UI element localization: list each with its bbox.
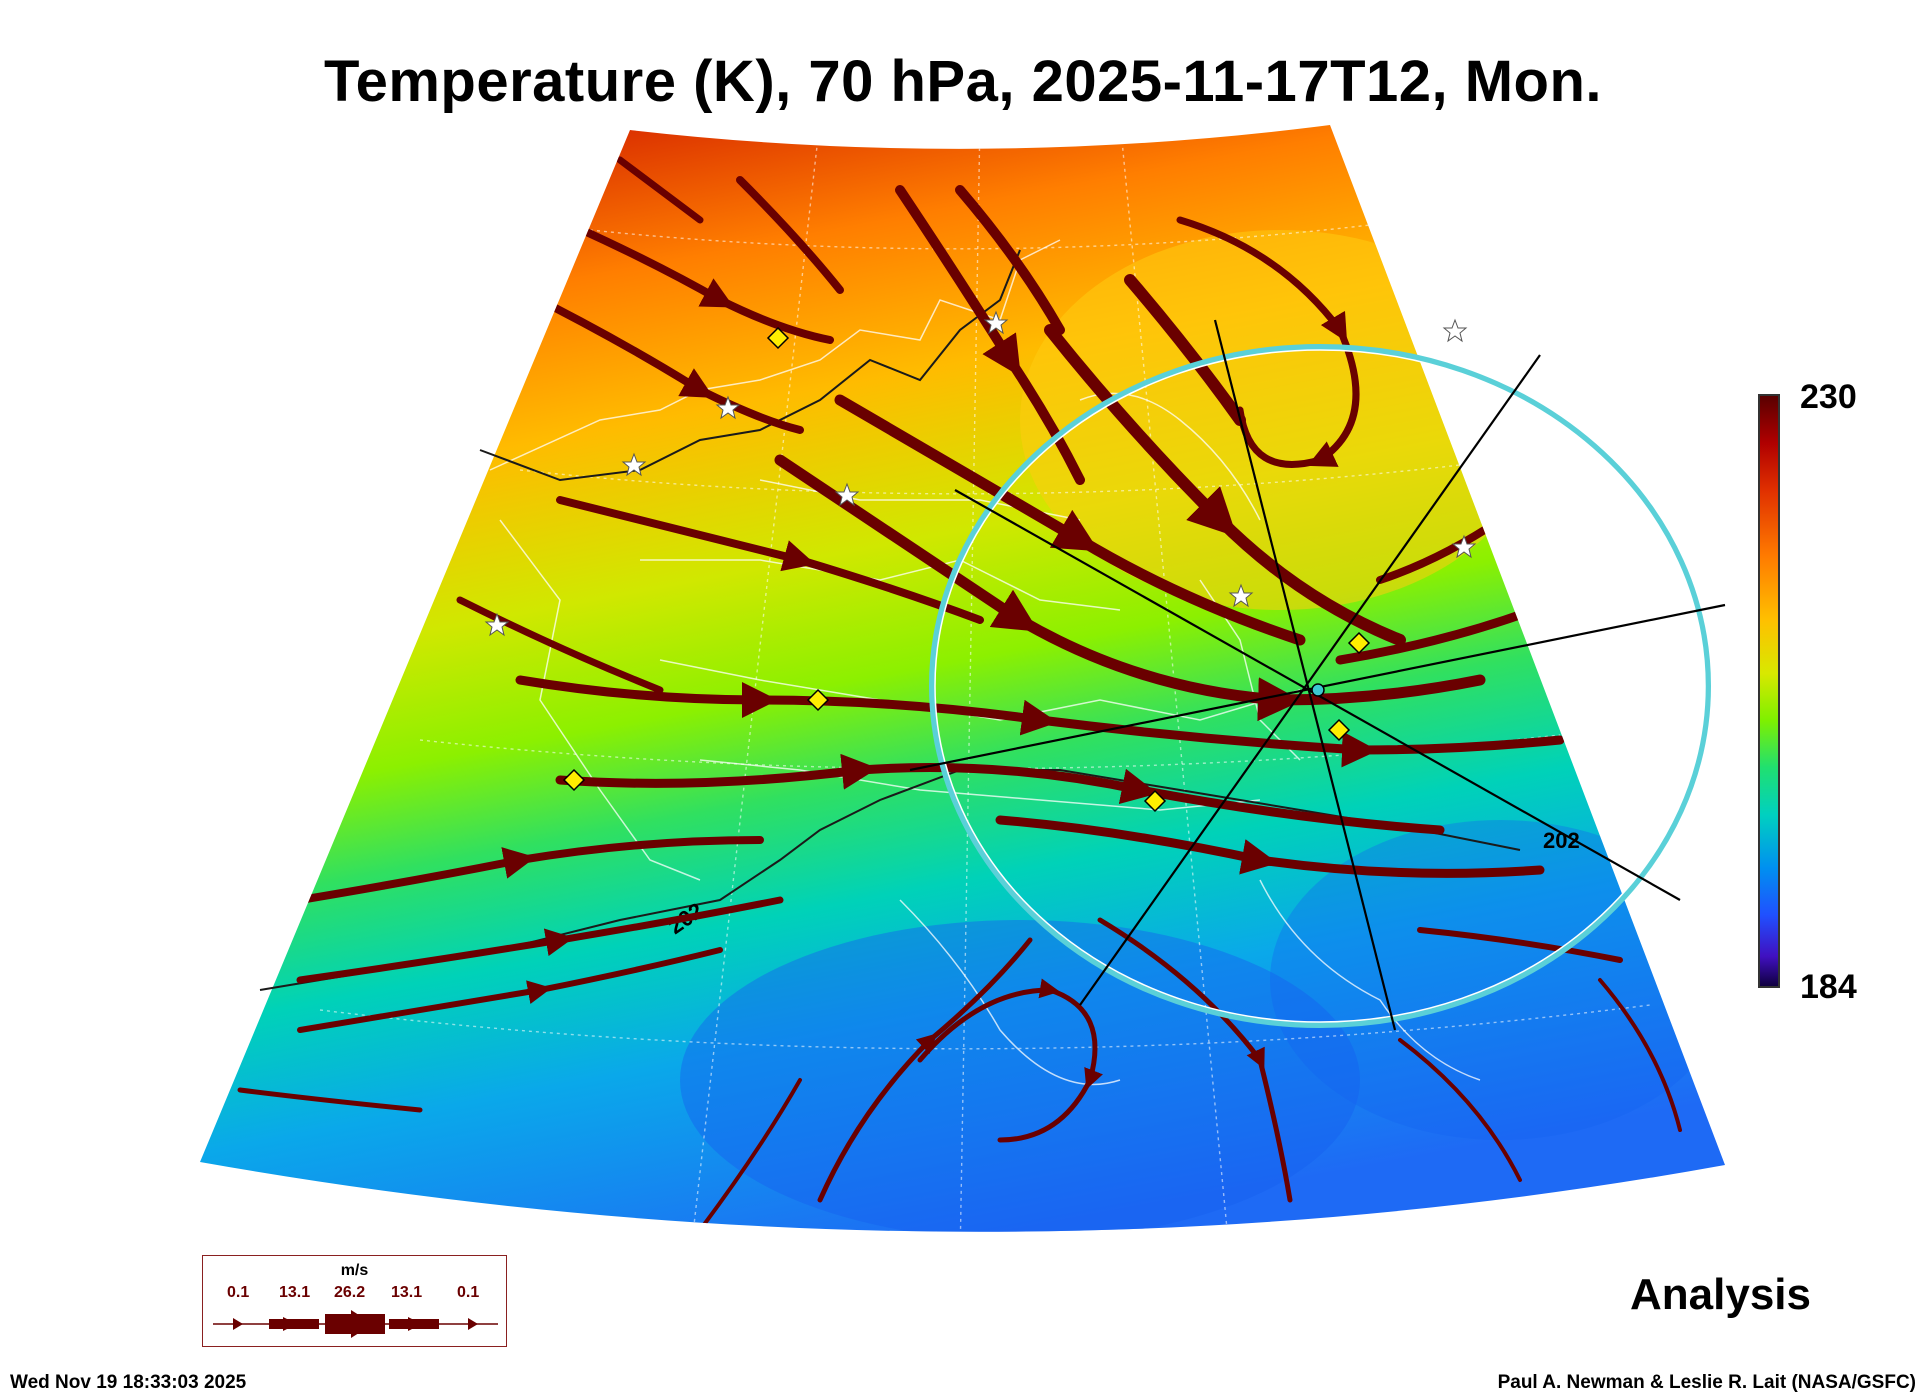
wind-legend-value: 0.1 xyxy=(227,1284,250,1301)
map-title: Temperature (K), 70 hPa, 2025-11-17T12, … xyxy=(323,49,1603,114)
star-markers xyxy=(484,310,1477,637)
wind-legend-value: 26.2 xyxy=(334,1284,366,1301)
wind-legend-value: 13.1 xyxy=(391,1284,423,1301)
credit-line: Paul A. Newman & Leslie R. Lait (NASA/GS… xyxy=(1497,1372,1916,1393)
product-label: Analysis xyxy=(1630,1270,1811,1319)
wind-legend-value: 13.1 xyxy=(279,1284,311,1301)
star-marker-icon xyxy=(983,310,1009,335)
vortex-edge-ring xyxy=(929,344,1711,1028)
wind-legend-unit: m/s xyxy=(340,1262,369,1279)
diamond-marker-icon xyxy=(766,326,790,350)
vortex-edge-ring-inner xyxy=(934,349,1706,1023)
wind-speed-legend: m/s 0.1 13.1 26.2 13.1 0.1 xyxy=(202,1255,507,1347)
star-marker-icon xyxy=(1442,318,1468,343)
diamond-markers xyxy=(562,326,1371,813)
star-marker-icon xyxy=(621,452,647,477)
diamond-marker-icon xyxy=(562,768,586,792)
diamond-marker-icon xyxy=(1143,789,1167,813)
wind-streamlines xyxy=(237,156,1682,1232)
diamond-marker-icon xyxy=(1327,718,1351,742)
colorbar-min-label: 184 xyxy=(1800,968,1857,1006)
star-marker-icon xyxy=(484,612,510,637)
wind-legend-arrows xyxy=(213,1310,498,1338)
diamond-marker-icon xyxy=(1347,631,1371,655)
temperature-colorbar xyxy=(1758,394,1780,988)
star-marker-icon xyxy=(1228,583,1254,608)
centroid-marker xyxy=(1311,683,1325,697)
colorbar-max-label: 230 xyxy=(1800,378,1857,416)
wind-legend-value: 0.1 xyxy=(457,1284,480,1301)
diamond-marker-icon xyxy=(806,688,830,712)
star-marker-icon xyxy=(715,395,741,420)
star-marker-icon xyxy=(1451,534,1477,559)
star-marker-icon xyxy=(834,482,860,507)
generation-timestamp: Wed Nov 19 18:33:03 2025 xyxy=(10,1372,247,1393)
